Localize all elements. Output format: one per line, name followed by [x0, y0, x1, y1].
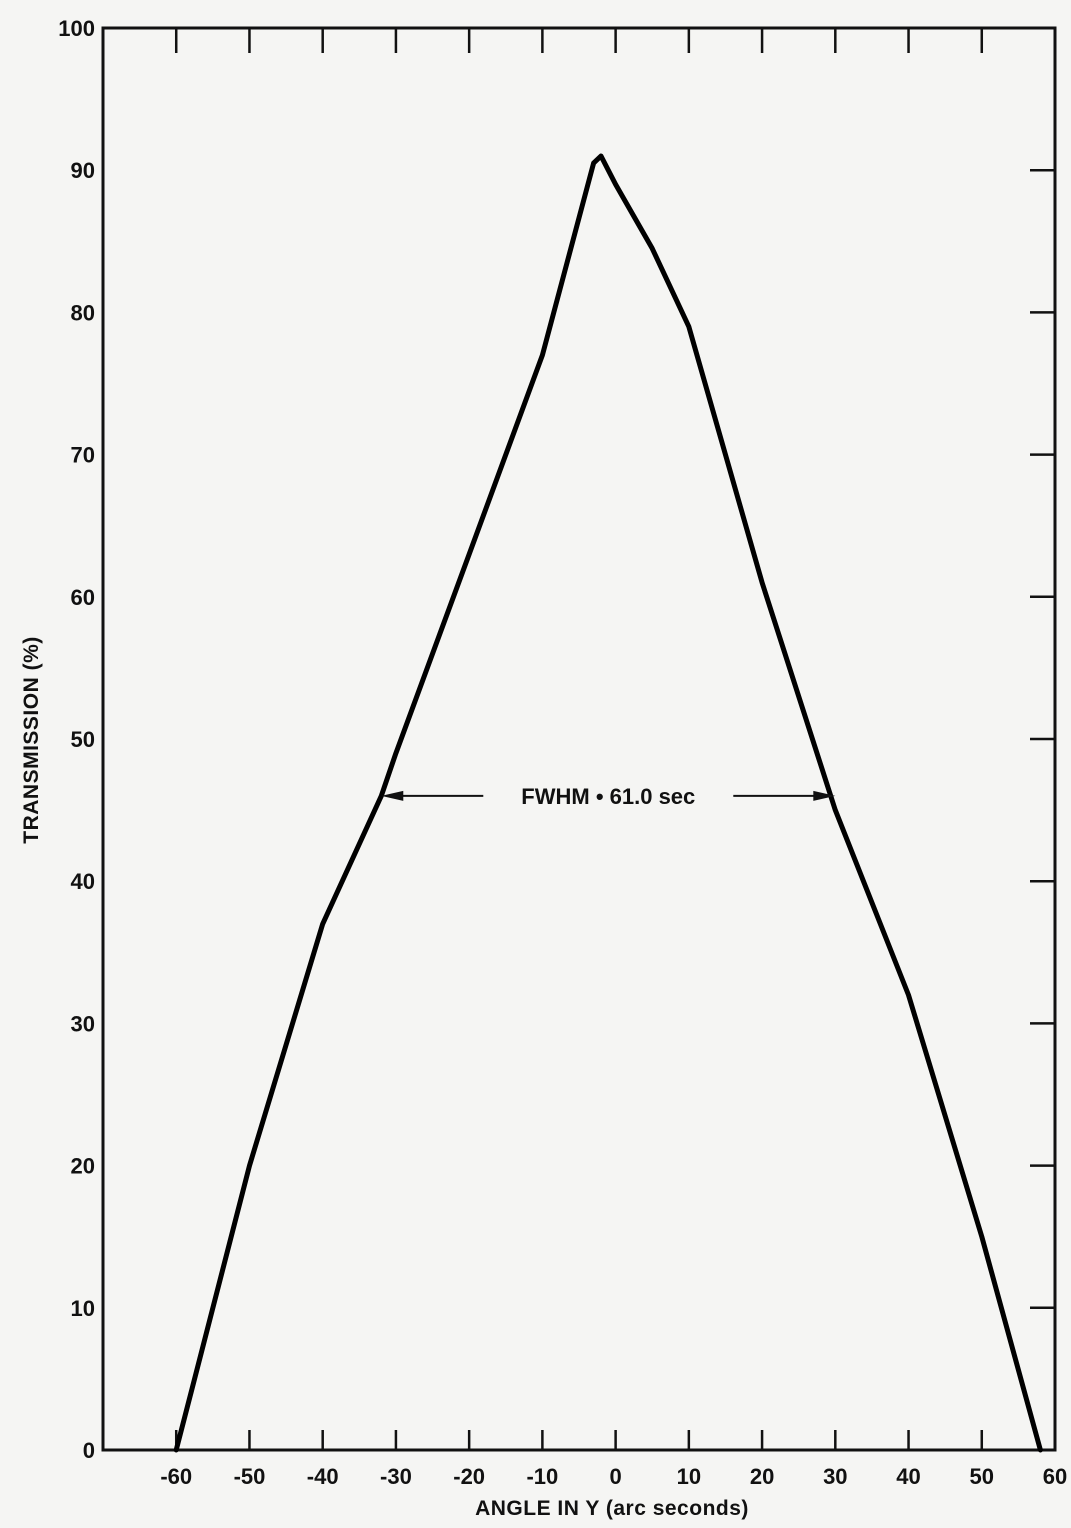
y-tick-label: 90 [71, 158, 95, 183]
annotation-layer: FWHM • 61.0 sec [381, 784, 836, 809]
y-tick-label: 30 [71, 1011, 95, 1036]
x-tick-label: 30 [823, 1464, 847, 1489]
x-tick-label: 0 [609, 1464, 621, 1489]
fwhm-label: FWHM • 61.0 sec [521, 784, 695, 809]
x-axis-ticks: -60 -50 -40 -30 -20 -10 0 10 20 30 40 50 60 [160, 28, 1067, 1489]
y-tick-label: 60 [71, 585, 95, 610]
y-tick-label: 10 [71, 1296, 95, 1321]
plot-frame [101, 26, 1057, 1452]
plot-border [101, 26, 1057, 1452]
y-axis-title: TRANSMISSION (%) [20, 636, 43, 844]
y-tick-label: 80 [71, 300, 95, 325]
y-axis-ticks: 0 10 20 30 40 50 60 70 80 90 100 [58, 16, 1055, 1463]
y-tick-label: 50 [71, 727, 95, 752]
x-axis-title: ANGLE IN Y (arc seconds) [475, 1497, 749, 1520]
x-tick-label: 20 [750, 1464, 774, 1489]
x-tick-label: 60 [1043, 1464, 1067, 1489]
x-tick-label: -40 [307, 1464, 339, 1489]
fwhm-arrowhead-left [381, 790, 404, 801]
y-tick-label: 0 [83, 1438, 95, 1463]
fwhm-arrowhead-right [813, 790, 836, 801]
x-tick-label: -10 [526, 1464, 558, 1489]
x-tick-label: 40 [896, 1464, 920, 1489]
x-tick-label: -20 [453, 1464, 485, 1489]
x-tick-label: -30 [380, 1464, 412, 1489]
series-line-0 [173, 153, 1043, 1453]
x-tick-label: -60 [160, 1464, 192, 1489]
x-tick-label: 50 [970, 1464, 994, 1489]
y-tick-label: 40 [71, 869, 95, 894]
x-tick-label: -50 [234, 1464, 266, 1489]
y-tick-label: 70 [71, 443, 95, 468]
x-tick-label: 10 [677, 1464, 701, 1489]
y-tick-label: 20 [71, 1154, 95, 1179]
y-tick-label: 100 [58, 16, 95, 41]
